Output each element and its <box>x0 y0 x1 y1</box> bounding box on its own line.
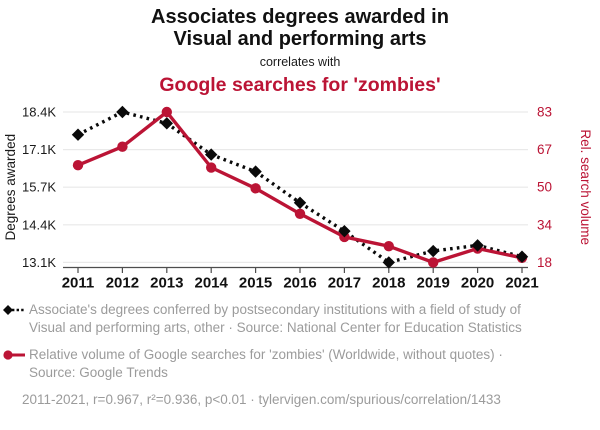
legend-item-label: Relative volume of Google searches for '… <box>29 347 503 380</box>
legend-item-label: Associate's degrees conferred by postsec… <box>29 302 522 335</box>
stats-citation: 2011-2021, r=0.967, r²=0.936, p<0.01 · t… <box>22 392 501 407</box>
x-axis-tick-label: 2019 <box>417 275 450 292</box>
right-axis-tick-label: 18 <box>537 255 552 270</box>
data-point-diamond <box>249 165 262 178</box>
x-axis-tick-label: 2017 <box>328 275 361 292</box>
x-axis-tick-label: 2011 <box>62 275 95 292</box>
data-point-circle <box>72 160 84 171</box>
data-point-diamond <box>427 244 440 258</box>
data-point-circle <box>161 106 172 118</box>
black-diamond-dashed-line-icon <box>3 305 25 315</box>
data-point-circle <box>294 208 306 220</box>
data-point-diamond <box>71 128 85 141</box>
data-point-diamond <box>116 105 129 119</box>
left-axis-tick-label: 17.1K <box>22 142 56 157</box>
x-axis-tick-label: 2018 <box>372 275 405 292</box>
data-point-circle <box>250 183 261 194</box>
left-axis-tick-label: 13.1K <box>22 255 56 270</box>
title-line-1: Associates degrees awarded in <box>151 6 449 28</box>
page-title: Associates degrees awarded in Visual and… <box>0 6 600 50</box>
left-axis-tick-label: 15.7K <box>22 180 56 195</box>
data-point-diamond <box>160 117 173 130</box>
data-point-diamond <box>338 224 351 238</box>
right-axis-tick-label: 67 <box>537 142 552 157</box>
correlates-with-text: correlates with <box>259 55 341 69</box>
figure-header: Associates degrees awarded in Visual and… <box>0 0 600 96</box>
secondary-title: Google searches for 'zombies' <box>159 74 441 96</box>
data-point-circle <box>383 241 394 252</box>
x-axis-tick-label: 2020 <box>461 275 494 292</box>
left-axis-tick-label: 18.4K <box>22 105 56 120</box>
x-axis-tick-label: 2016 <box>283 275 316 292</box>
data-point-diamond <box>471 239 484 252</box>
legend-item-zombies: Relative volume of Google searches for '… <box>3 346 600 382</box>
right-axis-tick-label: 50 <box>537 180 552 195</box>
x-axis-tick-label: 2021 <box>505 275 538 292</box>
legend: Associate's degrees conferred by postsec… <box>0 301 600 409</box>
data-point-circle <box>117 141 128 152</box>
data-point-diamond <box>515 250 529 263</box>
title-line-2: Visual and performing arts <box>173 27 427 50</box>
line-chart: 18.4K 83 17.1K 67 15.7K 50 14.4K 34 13.1K 18 2011 2… <box>3 105 593 292</box>
data-point-diamond <box>293 196 307 210</box>
right-axis-title: Rel. search volume <box>578 129 593 245</box>
x-axis-tick-label: 2014 <box>195 275 229 292</box>
left-axis-tick-label: 14.4K <box>22 217 56 232</box>
x-axis-tick-label: 2015 <box>239 275 272 292</box>
data-point-circle <box>428 257 439 268</box>
right-axis-tick-label: 34 <box>537 217 553 232</box>
left-axis-title: Degrees awarded <box>3 134 18 241</box>
red-circle-line-icon <box>3 350 25 360</box>
right-axis-tick-label: 83 <box>537 105 552 120</box>
data-point-circle <box>206 162 217 173</box>
x-axis-tick-label: 2012 <box>106 275 139 292</box>
data-point-diamond <box>382 256 395 269</box>
legend-item-degrees: Associate's degrees conferred by postsec… <box>3 301 600 337</box>
x-axis-tick-label: 2013 <box>150 275 183 292</box>
